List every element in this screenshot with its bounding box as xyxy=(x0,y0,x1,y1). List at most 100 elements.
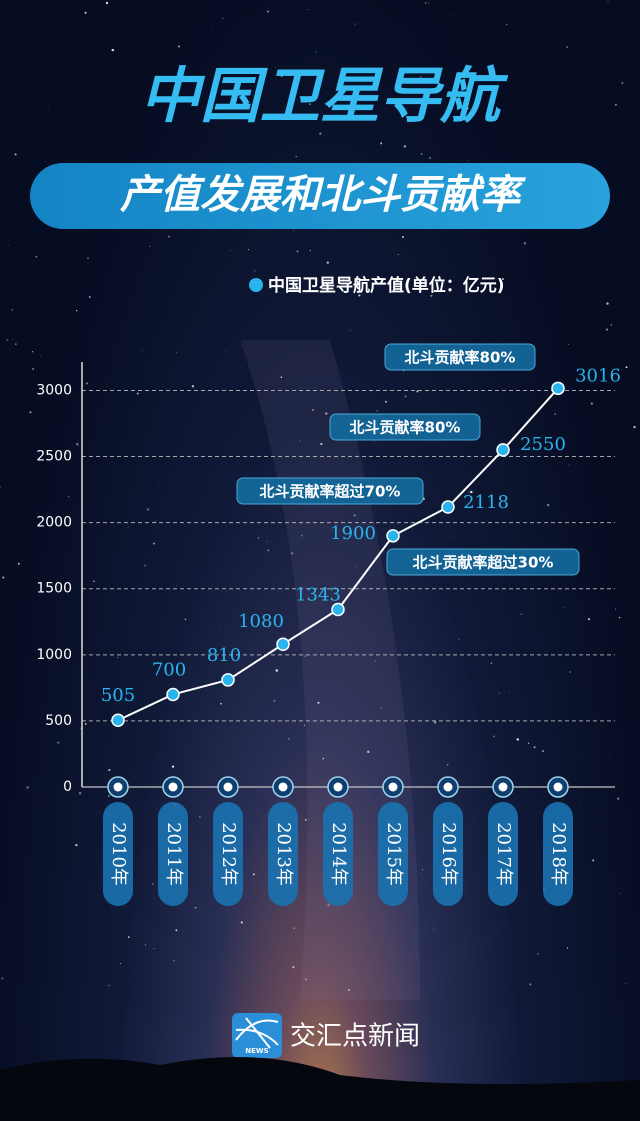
year-badge xyxy=(213,802,243,906)
star xyxy=(563,128,565,130)
data-point xyxy=(551,381,565,396)
star xyxy=(247,249,249,251)
star xyxy=(432,928,434,930)
star xyxy=(146,508,150,511)
data-label: 2550 xyxy=(520,434,566,455)
star xyxy=(320,442,323,446)
star xyxy=(398,85,401,87)
axis-node xyxy=(333,782,343,792)
star xyxy=(411,938,413,940)
star xyxy=(424,2,427,4)
logo-text: 交汇点新闻 xyxy=(290,1022,420,1052)
star xyxy=(390,383,391,385)
star xyxy=(590,402,593,405)
star xyxy=(466,107,469,110)
star xyxy=(458,638,460,640)
star xyxy=(230,250,232,252)
data-label: 1900 xyxy=(330,523,376,544)
y-tick-label: 2500 xyxy=(36,449,72,465)
star xyxy=(523,242,527,245)
star xyxy=(300,534,303,537)
star xyxy=(161,473,163,475)
axis-node xyxy=(443,782,453,792)
star xyxy=(313,560,315,562)
star xyxy=(626,4,627,6)
star xyxy=(108,984,110,987)
x-tick-label: 2015年 xyxy=(383,822,404,886)
star xyxy=(290,552,294,555)
x-tick-label: 2013年 xyxy=(273,822,294,886)
star xyxy=(51,143,53,145)
annotation-box xyxy=(236,477,424,505)
star xyxy=(283,506,284,507)
star xyxy=(319,132,322,135)
star xyxy=(619,893,621,894)
star xyxy=(187,123,188,124)
annotation: 北斗贡献率80% xyxy=(350,419,461,437)
x-tick-label: 2010年 xyxy=(108,822,129,886)
subtitle: 产值发展和北斗贡献率 xyxy=(120,172,526,218)
star xyxy=(78,792,82,795)
annotation-box xyxy=(386,548,580,576)
star xyxy=(194,906,197,909)
star xyxy=(304,978,308,981)
star xyxy=(606,328,608,331)
data-point xyxy=(441,500,455,514)
star xyxy=(176,352,178,354)
star xyxy=(280,376,283,378)
star xyxy=(87,257,89,260)
star xyxy=(430,294,433,297)
star xyxy=(468,491,470,493)
star xyxy=(537,953,539,955)
milky-way xyxy=(240,340,420,1000)
star xyxy=(184,618,187,621)
star xyxy=(470,490,473,494)
star xyxy=(105,1,109,5)
axis-node xyxy=(553,782,563,792)
star xyxy=(240,921,243,924)
star xyxy=(610,324,612,326)
star xyxy=(84,11,87,14)
star xyxy=(542,750,544,752)
star xyxy=(67,495,70,498)
axis-node xyxy=(113,782,123,792)
star xyxy=(305,819,307,821)
annotation: 北斗贡献率80% xyxy=(405,349,516,367)
star xyxy=(57,741,60,744)
x-tick-label: 2014年 xyxy=(328,822,349,886)
year-badge xyxy=(268,802,298,906)
x-tick-label: 2017年 xyxy=(493,822,514,886)
star xyxy=(152,883,154,885)
star xyxy=(581,752,583,754)
star xyxy=(450,535,452,537)
axis-node xyxy=(223,782,233,792)
star xyxy=(293,229,295,231)
star xyxy=(209,510,211,511)
legend-dot xyxy=(249,278,263,292)
star xyxy=(618,616,621,619)
star xyxy=(502,278,504,280)
star xyxy=(325,412,328,415)
star xyxy=(376,410,378,412)
star xyxy=(191,385,195,388)
star xyxy=(516,738,519,741)
star xyxy=(568,464,570,466)
star xyxy=(433,721,437,724)
logo-icon-text: NEWS xyxy=(245,1047,268,1055)
star xyxy=(355,566,357,568)
star xyxy=(563,607,565,609)
star xyxy=(615,104,617,106)
star xyxy=(99,597,100,599)
star xyxy=(498,692,500,694)
axis-node xyxy=(278,782,288,792)
star xyxy=(569,671,571,673)
star xyxy=(607,755,609,757)
x-tick-label: 2016年 xyxy=(438,822,459,886)
star xyxy=(309,103,311,105)
star xyxy=(266,541,268,543)
star xyxy=(617,797,620,800)
data-label: 3016 xyxy=(575,365,621,386)
year-badge xyxy=(543,802,573,906)
star xyxy=(606,302,609,305)
star xyxy=(358,294,361,297)
